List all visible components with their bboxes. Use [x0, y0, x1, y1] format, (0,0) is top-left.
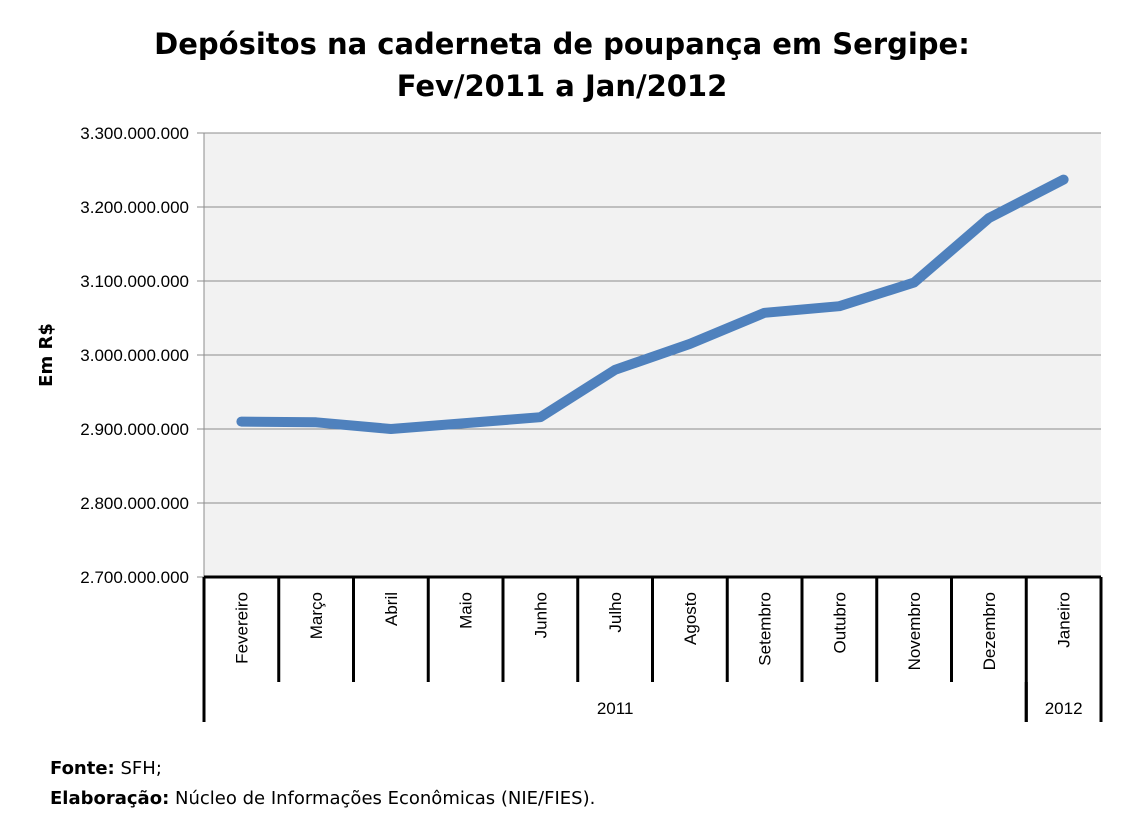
chart-title-line-2: Fev/2011 a Jan/2012	[397, 69, 728, 103]
x-group-label: 2012	[1045, 699, 1083, 718]
y-tick-label: 2.700.000.000	[80, 568, 189, 587]
x-tick-label: Agosto	[681, 592, 700, 645]
x-tick-label: Setembro	[756, 592, 775, 666]
data-point	[988, 217, 990, 219]
series-line	[236, 174, 1069, 434]
data-point	[689, 343, 691, 345]
x-tick-label: Janeiro	[1055, 592, 1074, 648]
source-note: Fonte: SFH;	[50, 758, 162, 779]
y-tick-label: 3.300.000.000	[80, 124, 189, 143]
x-group-label: 2011	[597, 699, 634, 718]
chart-title-line-1: Depósitos na caderneta de poupança em Se…	[154, 27, 970, 61]
elaboration-label: Elaboração:	[50, 788, 170, 809]
data-point	[764, 312, 766, 314]
data-point	[838, 305, 840, 307]
x-tick-label: Junho	[531, 592, 550, 638]
x-tick-label: Novembro	[905, 592, 924, 670]
y-tick-label: 3.200.000.000	[80, 198, 189, 217]
data-point	[913, 281, 915, 283]
y-tick-label: 2.800.000.000	[80, 494, 189, 513]
x-tick-label: Dezembro	[980, 592, 999, 670]
y-tick-label: 3.100.000.000	[80, 272, 189, 291]
data-point	[614, 369, 616, 371]
data-point	[315, 421, 317, 423]
data-point	[465, 422, 467, 424]
elaboration-note: Elaboração: Núcleo de Informações Econôm…	[50, 788, 595, 809]
data-point	[539, 416, 541, 418]
y-axis-label: Em R$	[36, 323, 57, 387]
source-label: Fonte:	[50, 758, 115, 779]
y-tick-label: 3.000.000.000	[80, 346, 189, 365]
elaboration-value: Núcleo de Informações Econômicas (NIE/FI…	[175, 788, 596, 809]
x-tick-label: Março	[307, 592, 326, 639]
y-tick-label: 2.900.000.000	[80, 420, 189, 439]
data-point	[240, 421, 242, 423]
data-point	[390, 428, 392, 430]
source-value: SFH;	[120, 758, 162, 779]
x-tick-label: Fevereiro	[232, 592, 251, 664]
x-tick-label: Outubro	[830, 592, 849, 653]
x-tick-label: Julho	[606, 592, 625, 633]
x-tick-label: Abril	[382, 592, 401, 626]
x-tick-label: Maio	[457, 592, 476, 629]
data-point	[1063, 179, 1065, 181]
